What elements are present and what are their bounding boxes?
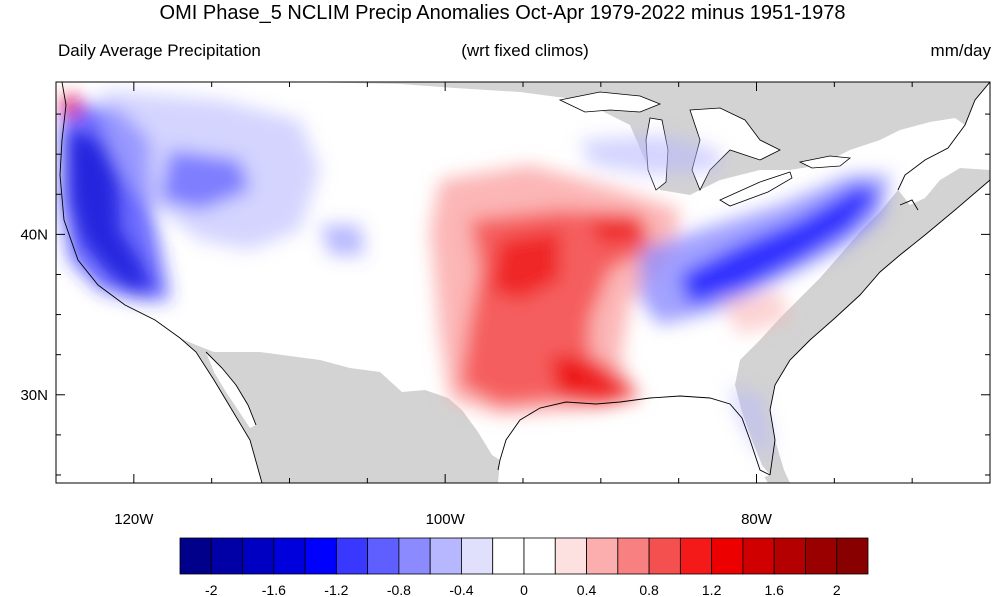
colorbar-swatch [617,537,650,575]
colorbar-label: -0.8 [387,582,411,597]
colorbar-swatch [805,537,838,575]
colorbar-label: 0.4 [577,582,597,597]
colorbar: -2 -1.6 -1.2 -0.8 -0.4 0 0.4 0.8 1.2 1.6 2 [179,537,869,597]
colorbar-label: 0.8 [639,582,659,597]
colorbar-swatch [398,537,431,575]
y-tick-label: 40N [20,226,48,243]
x-tick-label: 100W [426,511,466,528]
subtitle-center: (wrt fixed climos) [461,41,589,60]
gulf-of-california [206,352,256,428]
colorbar-label: 2 [833,582,841,597]
atlantic-ocean [770,180,990,483]
colorbar-label: -2 [205,582,218,597]
west-coastline [59,82,263,483]
anomaly-shading [60,90,890,465]
colorbar-swatch [461,537,494,575]
colorbar-swatch [367,537,400,575]
colorbar-swatch [429,537,462,575]
figure-title: OMI Phase_5 NCLIM Precip Anomalies Oct-A… [159,2,846,24]
baja-coastline [205,351,257,426]
map-plot-area [56,82,990,483]
x-tick-label: 120W [114,511,154,528]
subtitle-left: Daily Average Precipitation [58,41,261,60]
colorbar-swatch [335,537,369,575]
colorbar-swatch [648,537,681,575]
gulf-coastline [497,395,771,476]
units-label: mm/day [930,41,991,60]
colorbar-swatch [492,537,525,575]
canada-coastline [897,82,990,191]
x-tick-label: 80W [741,511,773,528]
colorbar-swatch [711,537,744,575]
gulf-of-mexico [498,396,768,483]
lake-superior [558,91,662,113]
colorbar-label: -0.4 [449,582,473,597]
colorbar-swatch [304,537,337,575]
colorbar-swatch [742,537,775,575]
colorbar-swatch [773,537,806,575]
colorbar-label: -1.6 [262,582,286,597]
lake-ontario [798,155,852,169]
colorbar-swatch [523,537,556,575]
colorbar-label: -1.2 [324,582,348,597]
colorbar-label: 1.2 [702,582,722,597]
pacific-ocean [56,82,262,483]
colorbar-swatch [586,537,619,575]
colorbar-swatch [679,537,713,575]
lake-erie [719,171,793,207]
colorbar-swatch [210,537,243,575]
colorbar-swatch [179,537,212,575]
colorbar-swatch [554,537,587,575]
cape-cod [899,199,919,211]
colorbar-swatch [242,537,275,575]
colorbar-swatch [273,537,306,575]
atlantic-northeast [898,82,990,205]
colorbar-label: 1.6 [764,582,784,597]
axis-ticks: 120W 100W 80W 40N 30N [20,82,991,528]
atlantic-coastline [769,179,990,476]
colorbar-swatch [836,537,869,575]
y-tick-label: 30N [20,387,48,404]
colorbar-label: 0 [520,582,528,597]
